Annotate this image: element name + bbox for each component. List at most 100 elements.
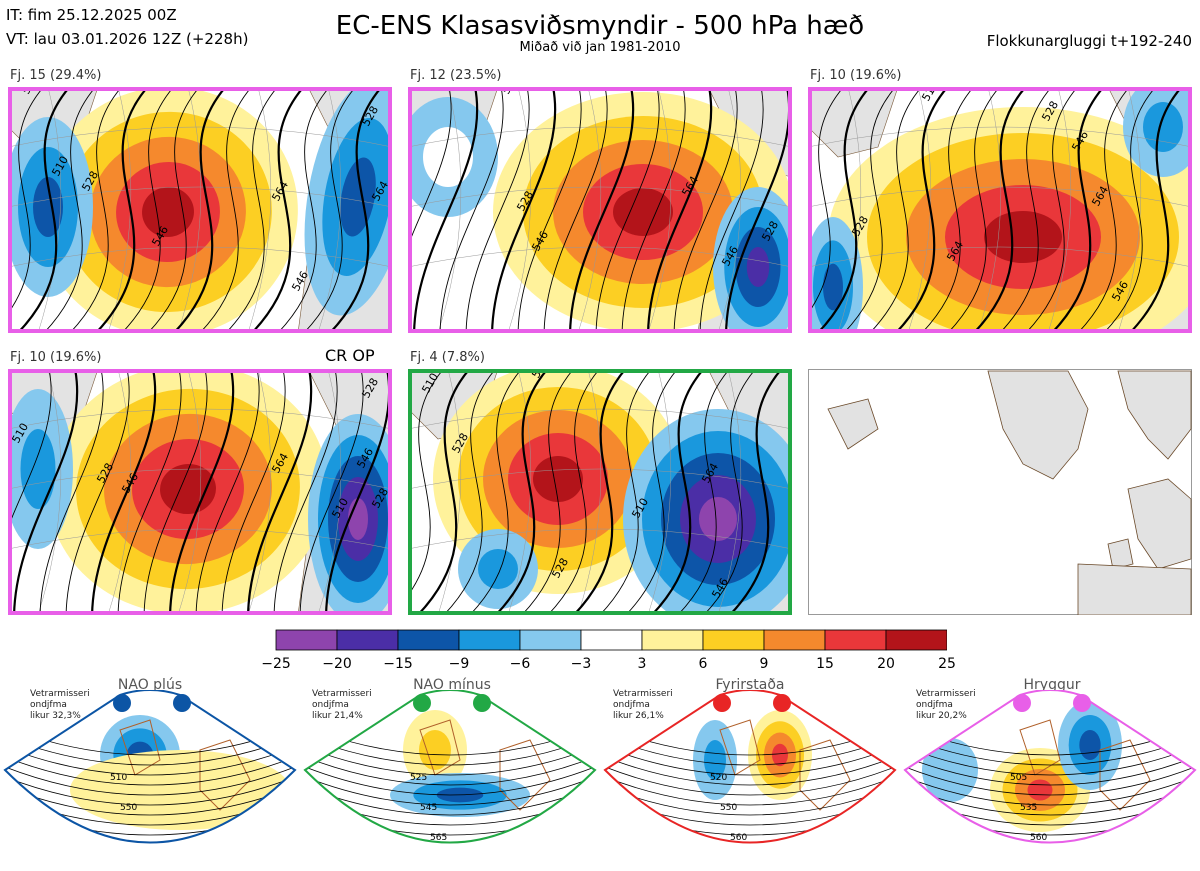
regime-note-nao-plus: Vetrarmisseri ondjfma likur 32,3% bbox=[30, 689, 90, 721]
height-contour bbox=[91, 369, 157, 615]
meridian bbox=[647, 369, 672, 615]
meridian bbox=[977, 87, 1002, 333]
height-contour bbox=[94, 87, 150, 333]
panel-regime-border bbox=[8, 87, 392, 333]
regime-contour bbox=[605, 754, 895, 786]
meridian bbox=[177, 369, 202, 615]
colorbar-segment bbox=[458, 629, 521, 651]
valid-time: VT: lau 03.01.2026 12Z (+228h) bbox=[6, 30, 249, 48]
page-title: EC-ENS Klasasviðsmyndir - 500 hPa hæð bbox=[335, 11, 865, 41]
height-contour bbox=[816, 87, 872, 333]
colorbar-tick-label: 6 bbox=[698, 656, 708, 672]
anomaly-shading bbox=[746, 247, 770, 287]
panel-5-label: Fj. 4 (7.8%) bbox=[410, 350, 485, 365]
height-contour bbox=[469, 369, 523, 615]
height-contour bbox=[921, 87, 975, 333]
meridian bbox=[247, 369, 272, 615]
height-contour bbox=[572, 369, 628, 615]
regime-contour bbox=[5, 774, 295, 806]
colorbar-tick-label: −25 bbox=[261, 656, 291, 672]
meridian bbox=[1117, 87, 1142, 333]
height-contour bbox=[521, 369, 575, 615]
anomaly-shading bbox=[20, 429, 56, 509]
height-contour bbox=[599, 369, 653, 615]
coastline bbox=[119, 719, 161, 776]
regime-anomaly bbox=[419, 730, 451, 770]
regime-contour bbox=[905, 764, 1195, 796]
height-contour bbox=[621, 87, 686, 333]
height-contour bbox=[69, 87, 123, 333]
meridian bbox=[577, 87, 602, 333]
height-contour bbox=[894, 87, 950, 333]
regime-contour bbox=[605, 774, 895, 806]
parallel bbox=[808, 246, 1192, 268]
greenland-landmass bbox=[808, 87, 899, 158]
meridian bbox=[37, 369, 62, 615]
height-contour bbox=[147, 87, 201, 333]
height-contour bbox=[172, 87, 228, 333]
classification-window: Flokkunargluggi t+192-240 bbox=[986, 32, 1192, 50]
meridian bbox=[437, 369, 462, 615]
height-contour bbox=[195, 369, 260, 615]
parallel bbox=[408, 126, 792, 148]
regime-contour bbox=[905, 784, 1195, 816]
height-contour bbox=[972, 87, 1028, 333]
height-contour bbox=[677, 369, 731, 615]
regime-contour bbox=[305, 754, 595, 786]
colorbar-tick-label: −20 bbox=[322, 656, 352, 672]
height-contour bbox=[8, 369, 52, 529]
meridian bbox=[317, 87, 342, 333]
regime-contour bbox=[5, 754, 295, 786]
panel-4-label: Fj. 10 (19.6%) bbox=[10, 350, 102, 365]
height-contour bbox=[13, 369, 79, 615]
height-contour bbox=[277, 87, 331, 333]
regime-contour-label: 535 bbox=[1020, 803, 1037, 813]
regime-contour-label: 550 bbox=[120, 803, 137, 813]
height-contour bbox=[199, 87, 253, 333]
regime-contour bbox=[305, 784, 595, 816]
height-contour bbox=[843, 87, 897, 333]
height-contour bbox=[543, 87, 608, 333]
height-contour bbox=[299, 369, 364, 615]
regime-field: 505 535 560 bbox=[905, 690, 1195, 843]
meridian bbox=[247, 87, 272, 333]
regime-contour bbox=[5, 744, 295, 776]
colorbar-tick-label: 3 bbox=[637, 656, 647, 672]
height-contour bbox=[143, 369, 208, 615]
height-contour bbox=[673, 87, 738, 333]
meridian bbox=[837, 87, 862, 333]
parallel bbox=[408, 468, 792, 490]
colorbar-segment bbox=[702, 629, 765, 651]
anomaly-shading bbox=[160, 463, 216, 515]
parallel bbox=[408, 528, 792, 550]
colorbar-segment bbox=[824, 629, 887, 651]
anomaly-shading bbox=[348, 498, 368, 540]
regime-contour bbox=[5, 764, 295, 796]
height-contour bbox=[647, 87, 713, 333]
regime-title-nao-minus: NAO mínus bbox=[413, 677, 491, 693]
panel-regime-border bbox=[8, 369, 392, 615]
regime-contour bbox=[605, 744, 895, 776]
regime-outline bbox=[303, 690, 597, 844]
height-contour bbox=[121, 87, 175, 333]
colorbar-tick-label: 20 bbox=[877, 656, 895, 672]
regime-map-nao-plus: 510 550 bbox=[3, 690, 297, 844]
regime-marker-dot bbox=[173, 694, 191, 712]
regime-map-blocking: 520 550 560 bbox=[603, 690, 897, 844]
colorbar-tick-label: 9 bbox=[759, 656, 769, 672]
regime-outline bbox=[603, 690, 897, 844]
anomaly-shading bbox=[340, 157, 376, 237]
regime-title-ridge: Hryggur bbox=[1023, 677, 1081, 693]
anomaly-shading bbox=[613, 188, 673, 236]
regime-map-nao-minus: 525 545 565 bbox=[303, 690, 597, 844]
regime-title-nao-plus: NAO plús bbox=[117, 677, 183, 693]
height-contour bbox=[569, 87, 635, 333]
regime-field: 520 550 560 bbox=[605, 690, 895, 843]
parallel bbox=[8, 408, 392, 430]
height-contour bbox=[221, 369, 286, 615]
regime-note-blocking: Vetrarmisseri ondjfma likur 26,1% bbox=[613, 689, 673, 721]
colorbar-segment bbox=[641, 629, 704, 651]
parallel bbox=[408, 186, 792, 208]
parallel bbox=[8, 246, 392, 268]
